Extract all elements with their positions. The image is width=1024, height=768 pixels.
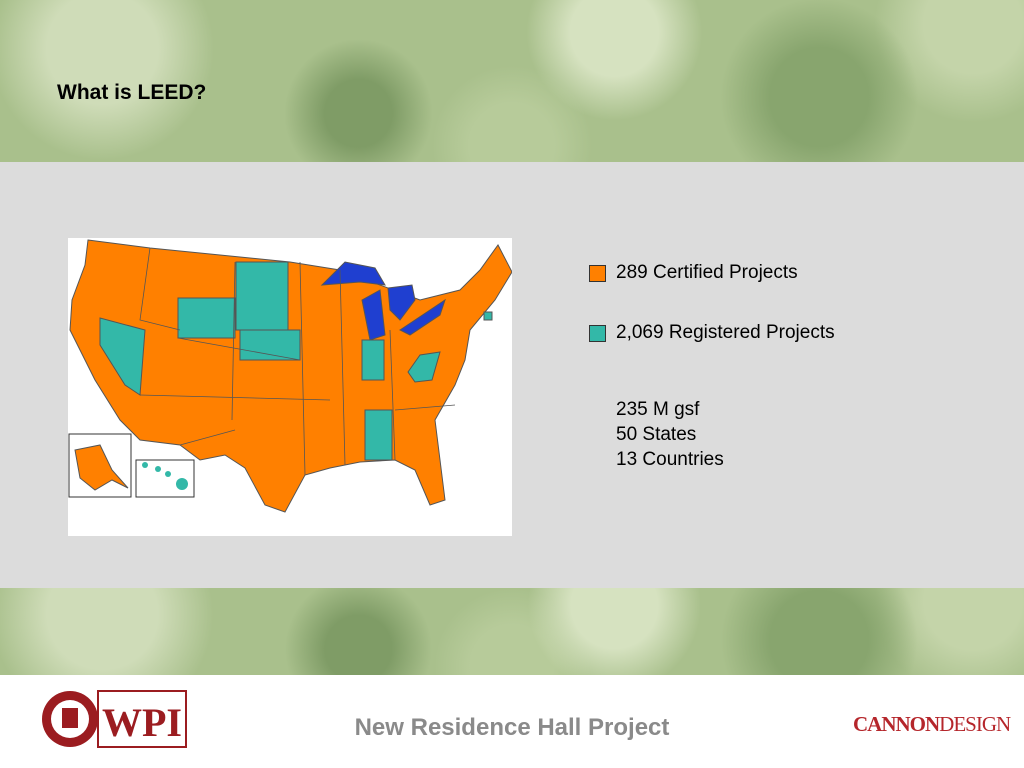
stat: 13 Countries [616, 449, 724, 470]
legend-label: 2,069 Registered Projects [616, 322, 835, 343]
logo-part: DESIGN [939, 712, 1011, 736]
cannon-logo: CANNONDESIGN [853, 712, 1011, 737]
top-band [0, 0, 1024, 162]
us-map [68, 238, 512, 536]
stat: 50 States [616, 424, 697, 445]
logo-text: WPI [102, 700, 182, 745]
logo-part: CANNON [853, 712, 940, 736]
slide-title: What is LEED? [57, 81, 207, 104]
bottom-band [0, 588, 1024, 675]
footer-title: New Residence Hall Project [354, 714, 670, 741]
legend-swatch [589, 265, 606, 282]
legend-label: 289 Certified Projects [616, 262, 798, 283]
wpi-logo: WPI [42, 690, 187, 748]
stat: 235 M gsf [616, 399, 700, 420]
legend-swatch [589, 325, 606, 342]
